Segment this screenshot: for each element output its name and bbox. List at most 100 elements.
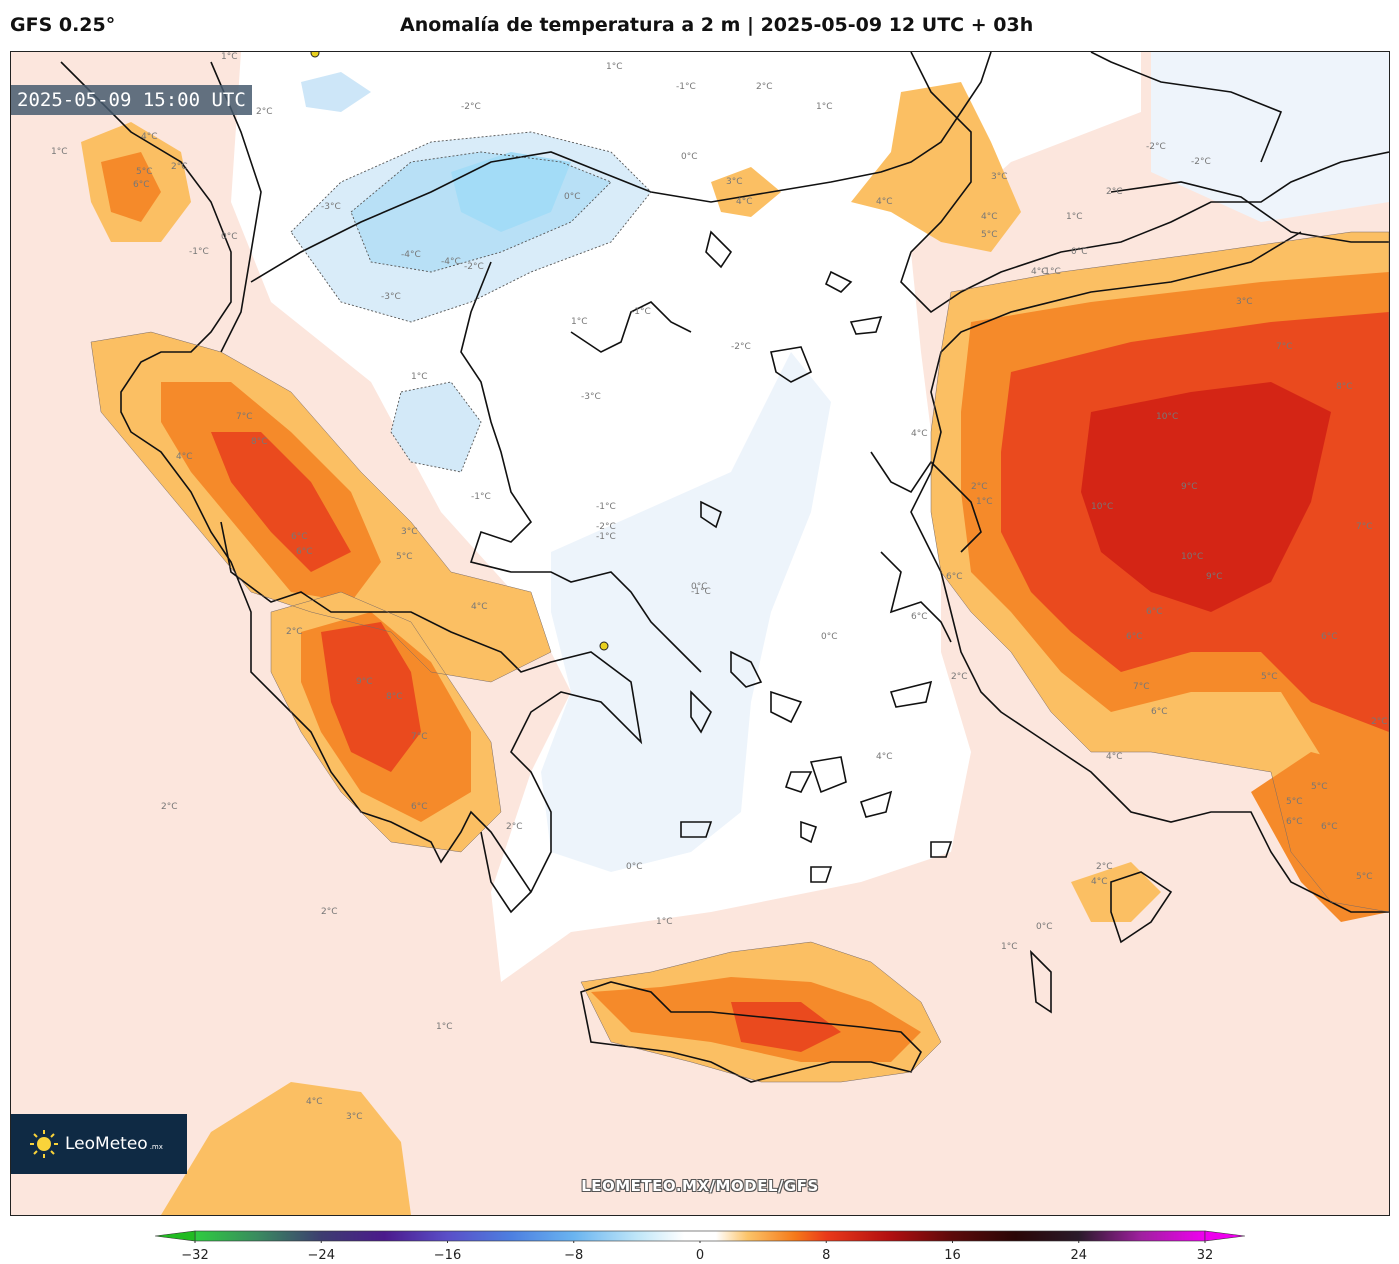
- contour-label: 4°C: [736, 197, 753, 207]
- contour-label: -1°C: [1041, 267, 1061, 277]
- zero-anomaly-zone: [1151, 52, 1389, 222]
- contour-label: 6°C: [296, 547, 313, 557]
- contour-label: 1°C: [436, 1022, 453, 1032]
- temperature-anomaly-map: [11, 52, 1389, 1215]
- contour-label: 0°C: [1036, 922, 1053, 932]
- contour-label: 5°C: [1356, 872, 1373, 882]
- contour-label: 6°C: [291, 532, 308, 542]
- contour-label: -1°C: [596, 502, 616, 512]
- map-frame[interactable]: 1°C 2°C 4°C 5°C 6°C 2°C 1°C 0°C -1°C -2°C -3°C -4°C…: [10, 51, 1390, 1216]
- contour-solid-lines: [90, 231, 1389, 1083]
- contour-label: 6°C: [1151, 707, 1168, 717]
- contour-label: 4°C: [1106, 752, 1123, 762]
- contour-label: 4°C: [911, 429, 928, 439]
- leometeo-logo[interactable]: LeoMeteo .mx: [11, 1114, 187, 1174]
- contour-label: -1°C: [676, 82, 696, 92]
- contour-label: 1°C: [1001, 942, 1018, 952]
- contour-label: 0°C: [564, 192, 581, 202]
- warm-anomaly-zone: [161, 1082, 411, 1215]
- contour-label: 6°C: [946, 572, 963, 582]
- contour-label: -2°C: [461, 102, 481, 112]
- cool-anomaly-zone: [541, 352, 831, 872]
- contour-label: -3°C: [381, 292, 401, 302]
- contour-label: 6°C: [911, 612, 928, 622]
- contour-label: 5°C: [1311, 782, 1328, 792]
- model-label: GFS 0.25°: [10, 14, 116, 36]
- colorbar-tick-label: 24: [1070, 1248, 1088, 1263]
- contour-label: 1°C: [816, 102, 833, 112]
- contour-label: 6°C: [1286, 817, 1303, 827]
- warm-anomaly-zone: [1071, 862, 1161, 922]
- colorbar-tick-label: 32: [1196, 1248, 1214, 1263]
- colorbar-scale: [194, 1230, 1206, 1242]
- valid-time-badge: 2025-05-09 15:00 UTC: [11, 85, 252, 115]
- colorbar-gradient: [154, 1230, 1246, 1243]
- contour-label: -1°C: [631, 307, 651, 317]
- contour-label: 2°C: [161, 802, 178, 812]
- contour-label: -1°C: [189, 247, 209, 257]
- contour-label: -3°C: [581, 392, 601, 402]
- contour-label: 4°C: [471, 602, 488, 612]
- colorbar-tick-label: −8: [564, 1248, 584, 1263]
- contour-label: 6°C: [1321, 632, 1338, 642]
- warm-anomaly-zone: [1251, 752, 1389, 922]
- contour-label: 9°C: [356, 677, 373, 687]
- contour-label: 4°C: [176, 452, 193, 462]
- contour-label: 0°C: [691, 582, 708, 592]
- contour-label: 2°C: [1096, 862, 1113, 872]
- contour-label: 2°C: [506, 822, 523, 832]
- contour-label: 3°C: [401, 527, 418, 537]
- contour-label: 4°C: [876, 197, 893, 207]
- warm-anomaly-zone: [1081, 382, 1331, 612]
- cool-anomaly-zone: [391, 382, 481, 472]
- contour-label: 1°C: [411, 372, 428, 382]
- contour-label: 1°C: [606, 62, 623, 72]
- contour-label: 3°C: [1236, 297, 1253, 307]
- contour-label: 2°C: [1371, 717, 1388, 727]
- colorbar: −32 −24 −16 −8 0 8 16 24 32: [154, 1228, 1246, 1264]
- contour-label: 2°C: [971, 482, 988, 492]
- contour-label: 0°C: [221, 232, 238, 242]
- contour-label: 1°C: [51, 147, 68, 157]
- contour-label: 10°C: [1156, 412, 1179, 422]
- contour-label: -1°C: [471, 492, 491, 502]
- contour-label: -2°C: [596, 522, 616, 532]
- colorbar-tick-label: 8: [822, 1248, 831, 1263]
- contour-label: 6°C: [1321, 822, 1338, 832]
- contour-label: 2°C: [951, 672, 968, 682]
- contour-label: 5°C: [981, 230, 998, 240]
- contour-label: 2°C: [286, 627, 303, 637]
- contour-label: 4°C: [1091, 877, 1108, 887]
- contour-label: 2°C: [756, 82, 773, 92]
- contour-label: 0°C: [821, 632, 838, 642]
- contour-label: 7°C: [236, 412, 253, 422]
- contour-label: 2°C: [171, 162, 188, 172]
- colorbar-min-extension: [154, 1230, 196, 1242]
- contour-label: -3°C: [321, 202, 341, 212]
- warm-anomaly-zone: [321, 622, 421, 772]
- contour-label: 4°C: [876, 752, 893, 762]
- contour-label: 7°C: [1276, 342, 1293, 352]
- contour-label: 8°C: [386, 692, 403, 702]
- warm-anomaly-zone: [851, 82, 1021, 252]
- sun-icon: [30, 1130, 58, 1158]
- contour-label: -4°C: [401, 250, 421, 260]
- contour-label: 2°C: [1106, 187, 1123, 197]
- map-title: Anomalía de temperatura a 2 m | 2025-05-…: [400, 14, 1034, 36]
- contour-label: 10°C: [1091, 502, 1114, 512]
- contour-label: 4°C: [306, 1097, 323, 1107]
- contour-label: 1°C: [976, 497, 993, 507]
- contour-label: -2°C: [731, 342, 751, 352]
- contour-label: 2°C: [321, 907, 338, 917]
- coastline: [60, 52, 1389, 1083]
- contour-label: -2°C: [1146, 142, 1166, 152]
- contour-label: 0°C: [1071, 247, 1088, 257]
- contour-label: 7°C: [1356, 522, 1373, 532]
- logo-name: LeoMeteo: [65, 1134, 148, 1154]
- contour-label: 3°C: [346, 1112, 363, 1122]
- contour-label: 0°C: [681, 152, 698, 162]
- contour-label: 8°C: [251, 437, 268, 447]
- source-watermark: LEOMETEO.MX/MODEL/GFS: [581, 1177, 819, 1195]
- contour-label: 1°C: [571, 317, 588, 327]
- cool-anomaly-zone: [301, 72, 371, 112]
